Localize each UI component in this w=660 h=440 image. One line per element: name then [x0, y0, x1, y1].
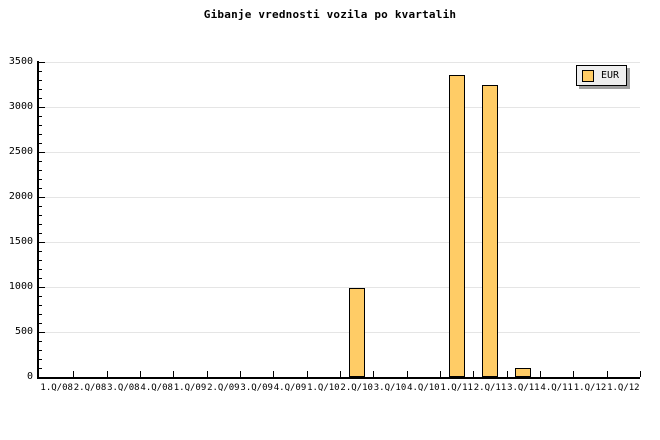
gridline	[40, 107, 640, 108]
y-minor-tick	[39, 80, 42, 81]
y-minor-tick	[39, 368, 42, 369]
y-minor-tick	[39, 89, 42, 90]
x-axis-label: 2.Q/10	[340, 383, 373, 393]
y-axis-label: 3500	[8, 56, 33, 67]
x-tick	[506, 371, 508, 377]
x-axis-label: 4.Q/11	[540, 383, 573, 393]
y-minor-tick	[39, 260, 42, 261]
x-tick	[240, 371, 241, 377]
y-minor-tick	[39, 134, 42, 135]
y-minor-tick	[39, 170, 42, 171]
bar-3.Q/11	[515, 368, 532, 377]
x-axis-label: 1.Q/10	[307, 383, 340, 393]
y-minor-tick	[39, 278, 42, 279]
x-tick	[340, 371, 341, 377]
y-minor-tick	[39, 323, 42, 324]
x-axis-label: 1.Q/12	[607, 383, 640, 393]
x-tick	[306, 371, 308, 377]
y-axis-label: 2000	[8, 191, 33, 202]
x-tick	[540, 371, 541, 377]
x-axis-label: 1.Q/12	[573, 383, 607, 393]
y-axis-line	[37, 61, 39, 379]
y-minor-tick	[39, 341, 42, 342]
y-major-tick	[39, 197, 45, 198]
y-minor-tick	[39, 314, 42, 315]
y-axis-label: 0	[26, 371, 33, 382]
y-minor-tick	[39, 71, 42, 72]
y-minor-tick	[39, 143, 42, 144]
x-tick	[206, 371, 208, 377]
legend-swatch-eur-icon	[582, 69, 594, 82]
y-major-tick	[39, 332, 45, 333]
x-axis-label: 1.Q/11	[440, 383, 473, 393]
gridline	[40, 62, 640, 63]
y-minor-tick	[39, 98, 42, 99]
y-major-tick	[39, 152, 45, 153]
gridline	[40, 242, 640, 243]
x-tick	[640, 371, 641, 377]
x-tick	[473, 371, 475, 377]
bar-2.Q/11	[482, 85, 498, 377]
y-minor-tick	[39, 269, 42, 270]
y-major-tick	[39, 242, 45, 243]
x-axis-label: 3.Q/09	[240, 383, 273, 393]
gridline	[40, 332, 640, 333]
y-axis-label: 2500	[8, 146, 33, 157]
y-minor-tick	[39, 359, 42, 360]
x-tick	[73, 371, 75, 377]
x-tick	[173, 371, 175, 377]
bar-2.Q/10	[348, 288, 365, 377]
y-minor-tick	[39, 188, 42, 189]
y-axis-label: 1000	[8, 281, 33, 292]
y-minor-tick	[39, 224, 42, 225]
y-minor-tick	[39, 125, 42, 126]
y-major-tick	[39, 62, 45, 63]
bar-1.Q/11	[448, 75, 465, 377]
x-axis-label: 3.Q/08	[107, 383, 140, 393]
x-axis-label: 4.Q/10	[407, 383, 440, 393]
x-axis-label: 1.Q/09	[173, 383, 207, 393]
x-axis-label: 2.Q/08	[73, 383, 107, 393]
y-minor-tick	[39, 305, 42, 306]
x-tick	[273, 371, 275, 377]
gridline	[40, 197, 640, 198]
y-minor-tick	[39, 251, 42, 252]
x-tick	[373, 371, 375, 377]
y-minor-tick	[39, 161, 42, 162]
y-minor-tick	[39, 296, 42, 297]
y-minor-tick	[39, 233, 42, 234]
x-tick	[106, 371, 108, 377]
x-tick	[140, 371, 141, 377]
chart-title: Gibanje vrednosti vozila po kvartalih	[203, 8, 457, 21]
gridline	[40, 152, 640, 153]
y-minor-tick	[39, 206, 42, 207]
x-tick	[440, 371, 441, 377]
y-minor-tick	[39, 350, 42, 351]
y-major-tick	[39, 377, 45, 378]
y-axis-label: 500	[14, 326, 33, 337]
y-minor-tick	[39, 215, 42, 216]
x-tick	[606, 371, 608, 377]
y-major-tick	[39, 287, 45, 288]
x-axis-label: 2.Q/09	[207, 383, 240, 393]
legend-box: EUR	[576, 65, 627, 86]
x-tick	[573, 371, 575, 377]
x-axis-label: 4.Q/09	[273, 383, 307, 393]
y-minor-tick	[39, 179, 42, 180]
x-axis-line	[37, 377, 640, 379]
y-minor-tick	[39, 116, 42, 117]
gridline	[40, 287, 640, 288]
y-axis-label: 3000	[8, 101, 33, 112]
y-axis-label: 1500	[8, 236, 33, 247]
x-axis-label: 3.Q/11	[507, 383, 540, 393]
x-tick	[406, 371, 408, 377]
x-axis-label: 3.Q/10	[373, 383, 407, 393]
x-axis-label: 1.Q/08	[40, 383, 73, 393]
y-major-tick	[39, 107, 45, 108]
x-axis-label: 2.Q/11	[473, 383, 507, 393]
legend-label: EUR	[601, 70, 620, 81]
x-axis-label: 4.Q/08	[140, 383, 173, 393]
